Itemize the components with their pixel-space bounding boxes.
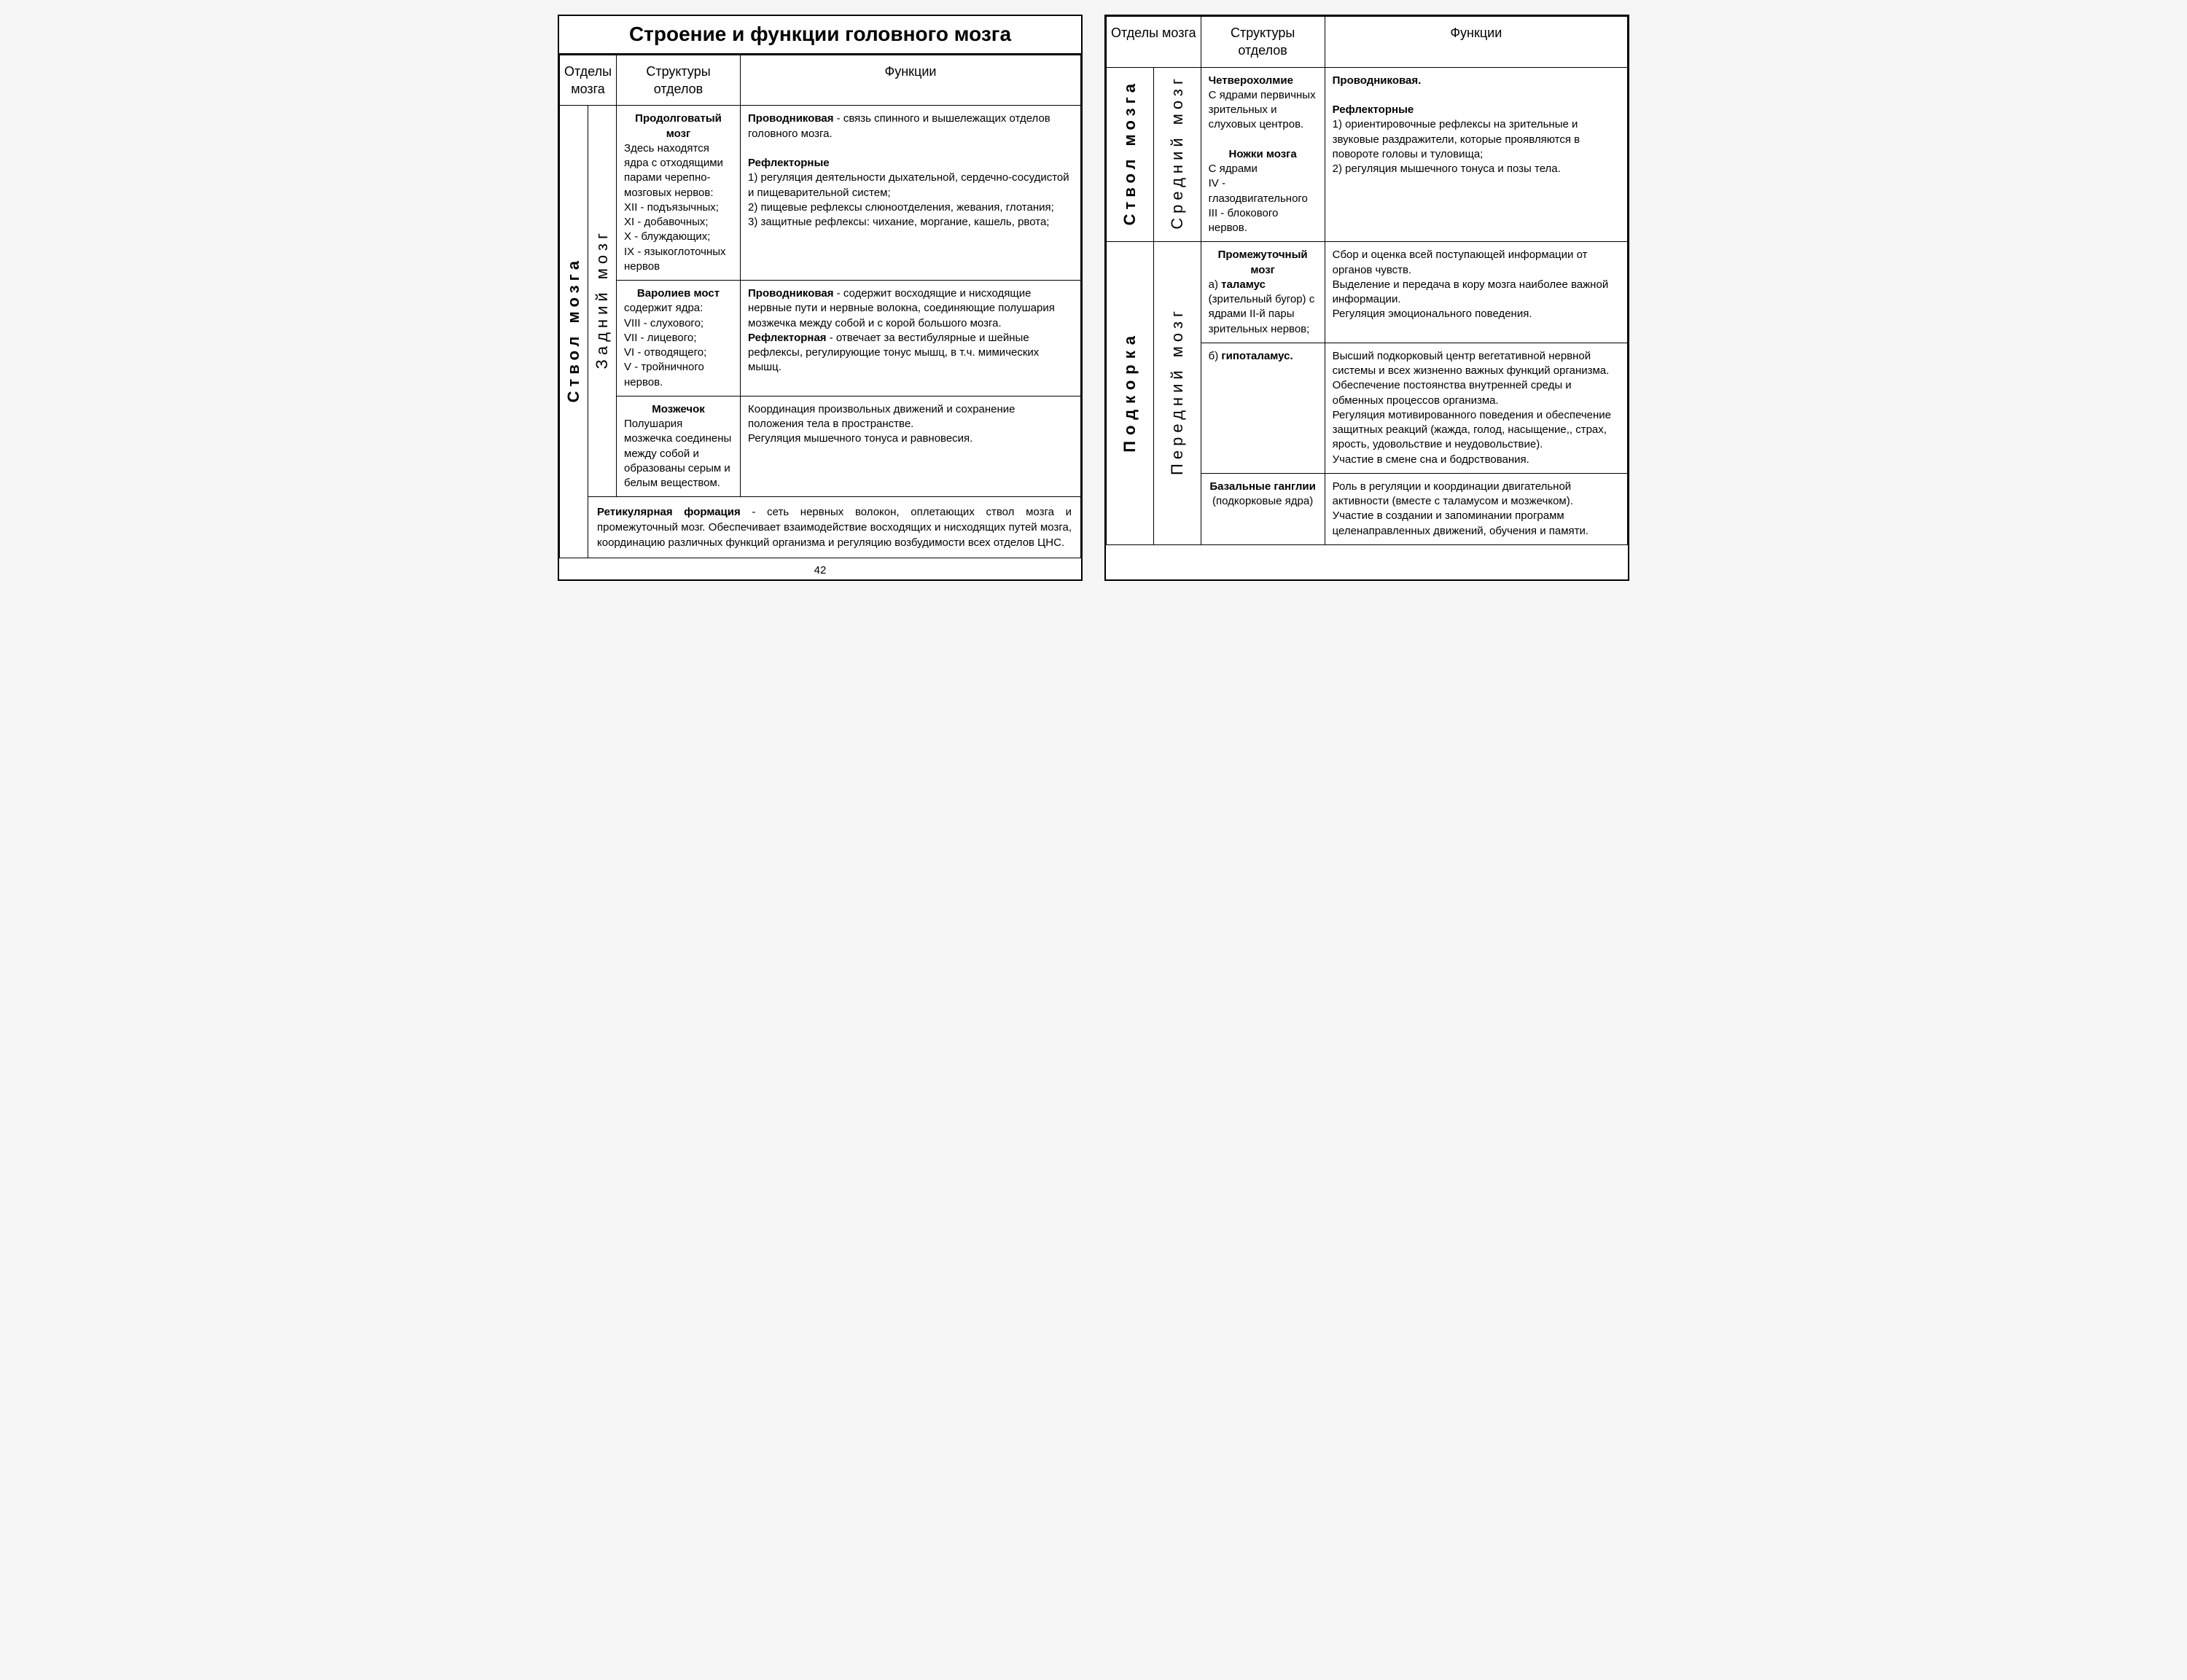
struct-cell: б) гипоталамус. <box>1201 343 1325 473</box>
vlabel-outer: Ствол мозга <box>1107 67 1154 242</box>
struct-body2: С ядрами IV - глазодвигательного III - б… <box>1209 162 1317 235</box>
struct-a-bold: таламус <box>1221 278 1266 291</box>
left-page: Строение и функции головного мозга Отдел… <box>558 15 1083 581</box>
struct-cell: Варолиев мост содержит ядра: VIII - слух… <box>617 281 741 396</box>
func-lead: Проводниковая <box>748 112 834 125</box>
func-list: 1) ориентировочные рефлексы на зрительны… <box>1333 117 1620 176</box>
func-lead: Проводниковая. <box>1333 74 1620 88</box>
header-col2: Структуры отделов <box>617 55 741 106</box>
struct-body: Полушария мозжечка соединены между собой… <box>624 417 733 491</box>
vlabel-outer: Подкорка <box>1107 242 1154 545</box>
struct-a-tail: (зрительный бугор) с ядрами II-й пары зр… <box>1209 293 1315 335</box>
struct-title: Мозжечок <box>624 402 733 417</box>
vlabel-outer-text: Подкорка <box>1119 330 1141 453</box>
func-cell: Роль в регуляции и координации двигатель… <box>1325 473 1627 544</box>
right-page: Отделы мозга Структуры отделов Функции С… <box>1104 15 1629 581</box>
func-list: 1) регуляция деятельности дыхательной, с… <box>748 171 1073 230</box>
vlabel-inner-text: Задний мозг <box>591 229 613 369</box>
func-lead2: Рефлекторная <box>748 332 827 344</box>
func-cell: Проводниковая - связь спинного и вышележ… <box>741 106 1081 281</box>
left-table: Отделы мозга Структуры отделов Функции С… <box>559 55 1081 559</box>
struct-a-lead: а) <box>1209 278 1222 291</box>
struct-title: Продолговатый мозг <box>624 112 733 141</box>
struct-body: С ядрами первичных зрительных и слуховых… <box>1209 88 1317 133</box>
struct-title2: Ножки мозга <box>1209 147 1317 162</box>
right-table: Отделы мозга Структуры отделов Функции С… <box>1106 16 1628 545</box>
header-col3: Функции <box>1325 17 1627 68</box>
struct-cell: Мозжечок Полушария мозжечка соединены ме… <box>617 396 741 497</box>
struct-body: Здесь находятся ядра с отходящими парами… <box>624 141 733 274</box>
func-lead: Проводниковая <box>748 287 834 300</box>
func-lead2: Рефлекторные <box>748 156 1073 171</box>
struct-title: Промежуточный мозг <box>1209 248 1317 278</box>
vlabel-inner-text: Средний мозг <box>1166 74 1188 230</box>
struct-title: Базальные ганглии <box>1209 480 1317 494</box>
struct-cell: Базальные ганглии (подкорковые ядра) <box>1201 473 1325 544</box>
struct-title: Четверохолмие <box>1209 74 1317 88</box>
struct-b-lead: б) <box>1209 350 1222 362</box>
func-cell: Сбор и оценка всей поступающей информаци… <box>1325 242 1627 343</box>
page-number: 42 <box>559 558 1081 579</box>
func-cell: Координация произвольных движений и сохр… <box>741 396 1081 497</box>
vlabel-inner-text: Передний мозг <box>1166 307 1188 475</box>
struct-cell: Четверохолмие С ядрами первичных зритель… <box>1201 67 1325 242</box>
struct-cell: Продолговатый мозг Здесь находятся ядра … <box>617 106 741 281</box>
vlabel-outer: Ствол мозга <box>560 106 588 558</box>
struct-body: содержит ядра: VIII - слухового; VII - л… <box>624 301 733 390</box>
footnote-lead: Ретикулярная формация <box>597 506 741 518</box>
header-col3: Функции <box>741 55 1081 106</box>
vlabel-inner: Задний мозг <box>588 106 617 497</box>
func-cell: Высший подкорковый центр вегетативной не… <box>1325 343 1627 473</box>
header-col1: Отделы мозга <box>560 55 617 106</box>
vlabel-outer-text: Ствол мозга <box>1119 79 1141 225</box>
func-cell: Проводниковая. Рефлекторные 1) ориентиро… <box>1325 67 1627 242</box>
func-cell: Проводниковая - содержит восходящие и ни… <box>741 281 1081 396</box>
page-title: Строение и функции головного мозга <box>559 16 1081 55</box>
footnote-cell: Ретикулярная формация - сеть нервных вол… <box>588 497 1081 558</box>
header-col1: Отделы мозга <box>1107 17 1201 68</box>
vlabel-inner: Средний мозг <box>1153 67 1201 242</box>
vlabel-inner: Передний мозг <box>1153 242 1201 545</box>
struct-b-bold: гипоталамус. <box>1221 350 1293 362</box>
struct-cell: Промежуточный мозг а) таламус (зрительны… <box>1201 242 1325 343</box>
struct-title: Варолиев мост <box>624 286 733 301</box>
func-lead2: Рефлекторные <box>1333 103 1620 117</box>
struct-sub: (подкорковые ядра) <box>1209 494 1317 509</box>
header-col2: Структуры отделов <box>1201 17 1325 68</box>
vlabel-outer-text: Ствол мозга <box>563 257 585 402</box>
